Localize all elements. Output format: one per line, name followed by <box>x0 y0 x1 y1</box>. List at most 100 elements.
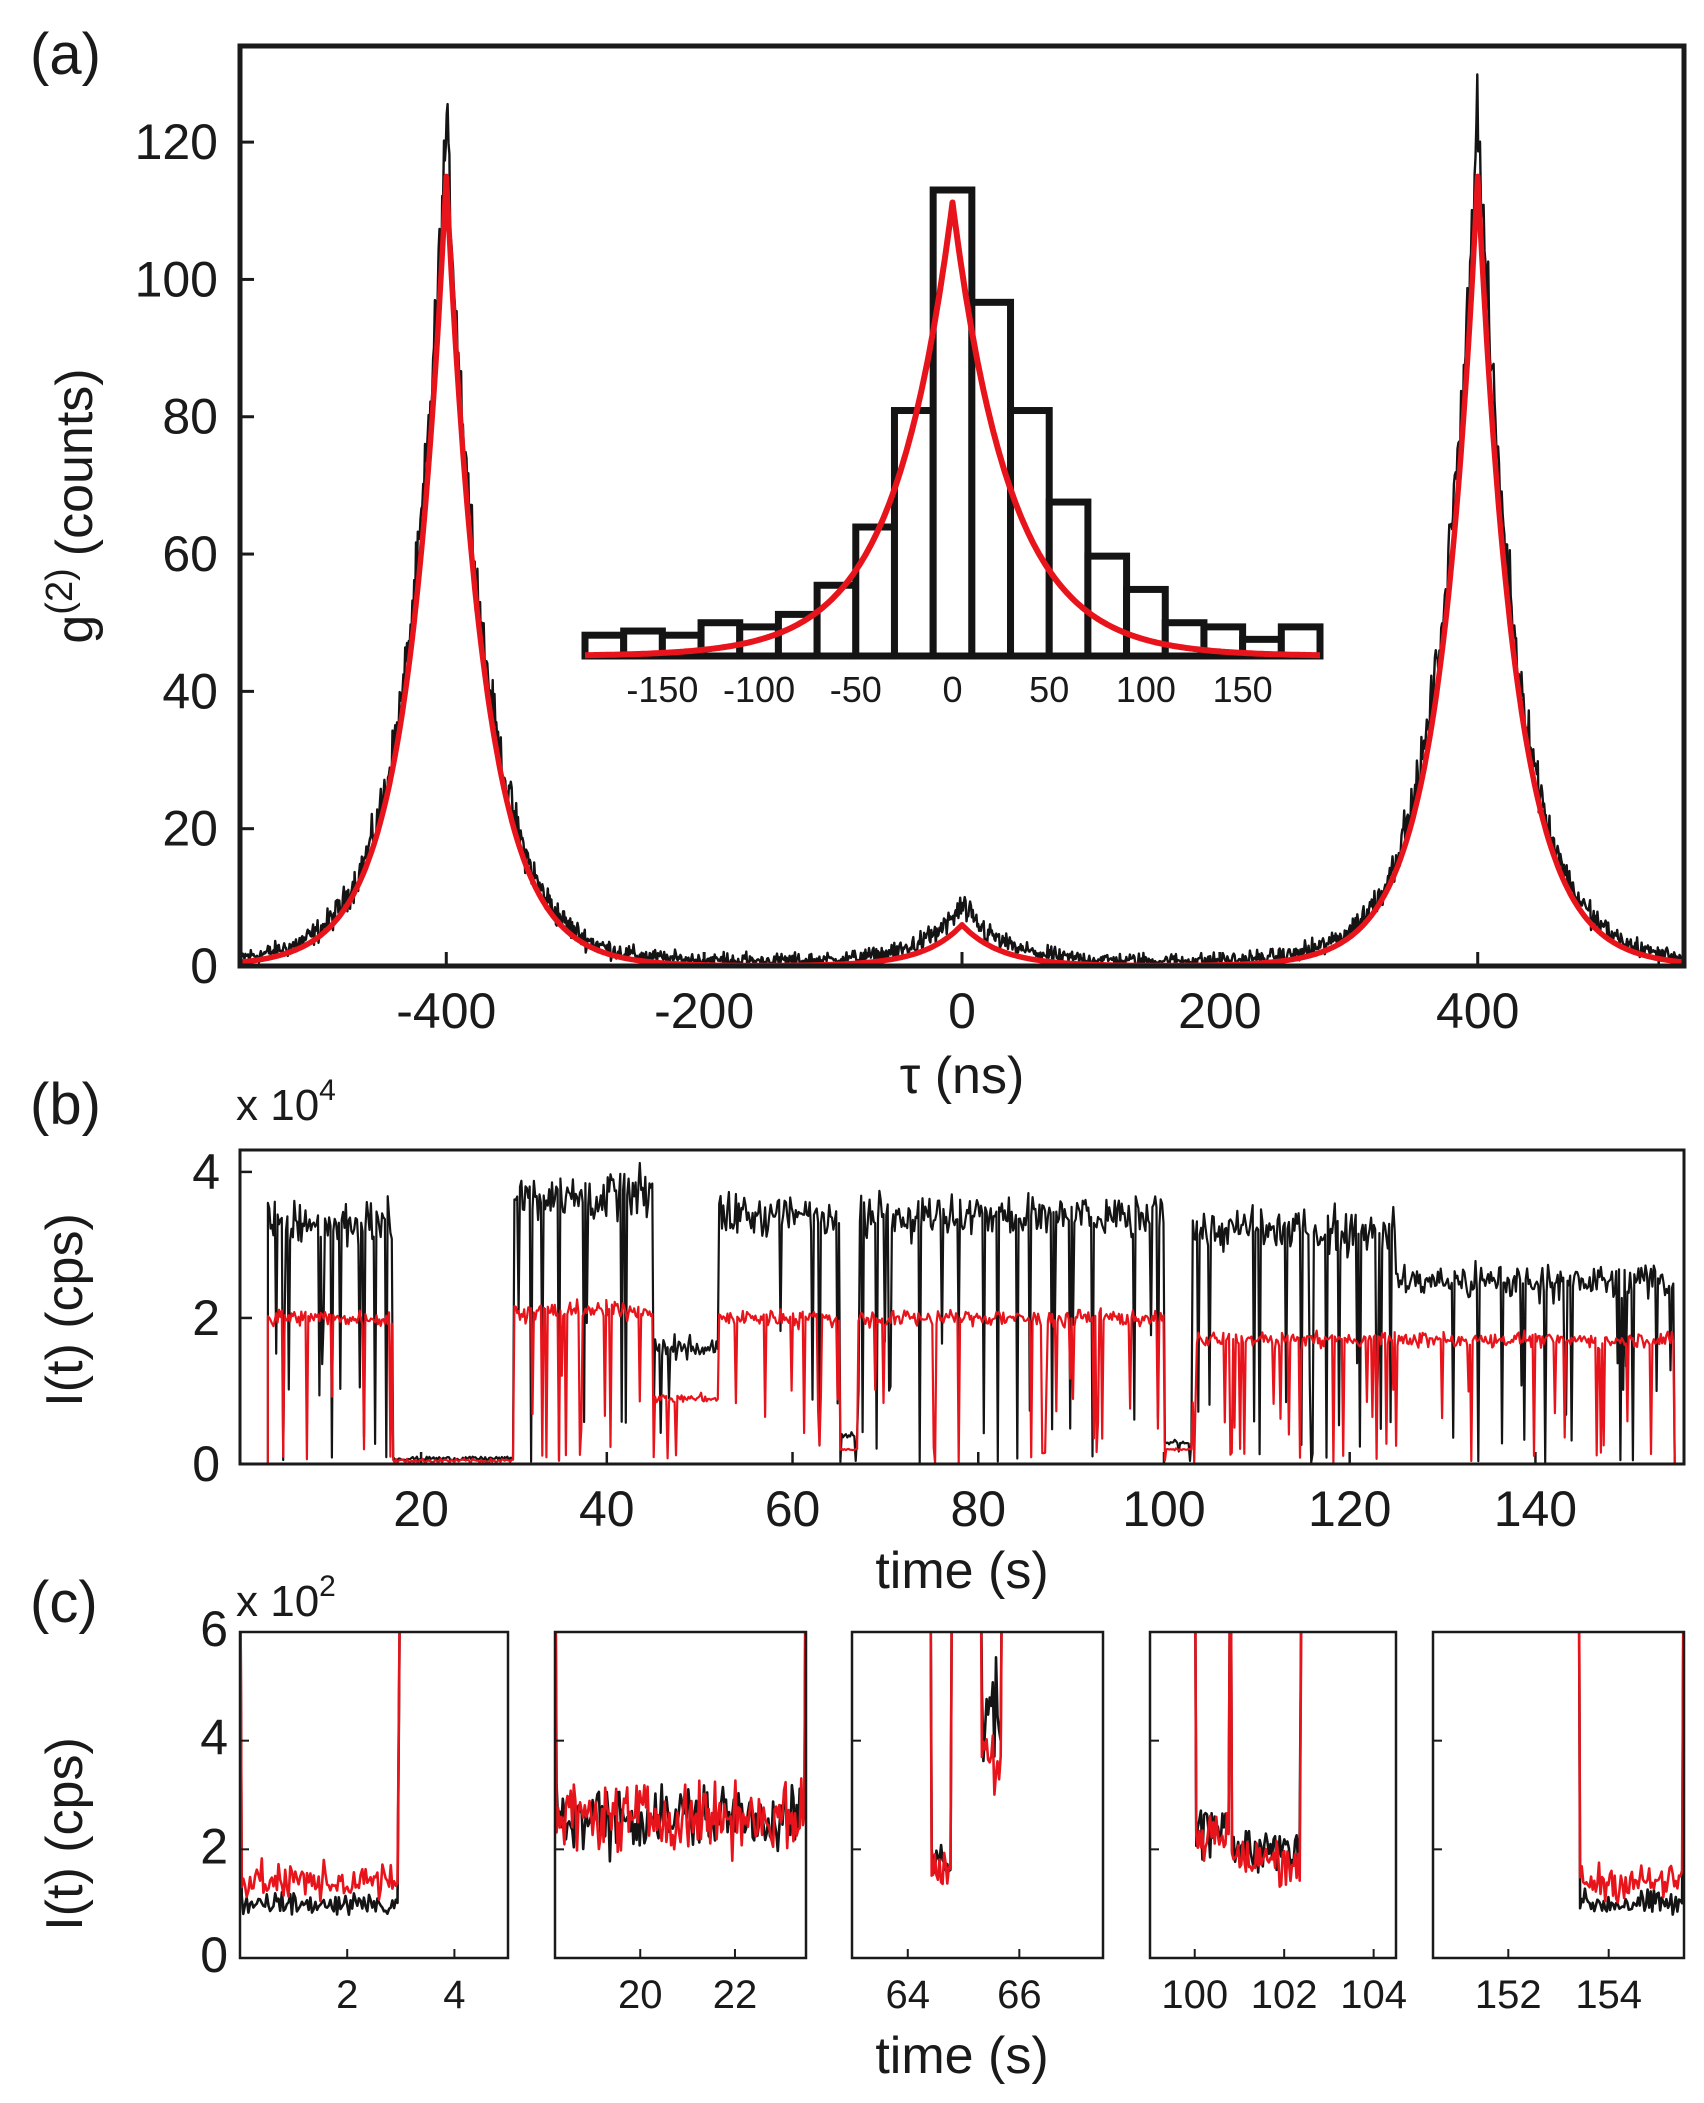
chart-c-black-line <box>1577 1632 1684 1916</box>
chart-c-xtick-label: 66 <box>997 1973 1042 2017</box>
chart-c-ytick-label: 0 <box>200 1927 228 1983</box>
chart-c-red-line <box>240 1632 401 1903</box>
chart-b-xtick-label: 20 <box>393 1481 449 1537</box>
chart-a: -400 -200 0 200 400 0 20 40 60 80 100 120 -150 -100-… <box>135 43 1687 1039</box>
chart-c-multiplier-exp: 2 <box>319 1570 336 1603</box>
chart-c-ylabel: I(t) (cps) <box>36 1737 94 1931</box>
inset-xtick-label: -50 <box>830 669 882 710</box>
chart-b-multiplier: x 104 <box>236 1074 336 1130</box>
chart-b-multiplier-base: x 10 <box>236 1081 319 1130</box>
panel-label-b: (b) <box>30 1072 101 1137</box>
chart-c-subplot: 64 66 <box>850 1630 1105 2017</box>
chart-c-frame <box>553 1630 808 1960</box>
chart-c-xtick-label: 154 <box>1575 1973 1642 2017</box>
chart-a-ytick-label: 100 <box>135 251 218 307</box>
chart-b-ytick-label: 4 <box>192 1144 220 1200</box>
panel-label-a: (a) <box>30 22 101 87</box>
chart-c-xtick-label: 100 <box>1161 1973 1228 2017</box>
chart-b-black-line <box>266 1161 1676 1465</box>
chart-c-frame <box>850 1630 1105 1960</box>
inset-xtick-label: 0 <box>942 669 962 710</box>
chart-a-xtick-label: 400 <box>1436 983 1519 1039</box>
inset-fit-line <box>583 199 1322 659</box>
chart-c-xtick-label: 64 <box>886 1973 931 2017</box>
chart-a-ylabel-sup: (2) <box>39 568 81 614</box>
inset-xtick-label: 150 <box>1213 669 1273 710</box>
chart-a-ytick-label: 60 <box>162 526 218 582</box>
chart-b-xtick-label: 40 <box>579 1481 635 1537</box>
chart-c-red-line <box>929 1632 953 1886</box>
chart-c-lines <box>1194 1632 1303 1888</box>
inset-bar <box>929 186 976 660</box>
chart-c-lines <box>929 1632 1003 1886</box>
inset-xtick-label: -100 <box>723 669 795 710</box>
inset-bar <box>890 407 937 660</box>
chart-c-frame <box>1148 1630 1398 1960</box>
chart-a-xlabel: τ (ns) <box>900 1047 1025 1105</box>
panel-label-c: (c) <box>30 1570 98 1635</box>
chart-b: 20 40 60 80 100 120 140 0 2 4 <box>192 1144 1686 1537</box>
chart-b-xtick-label: 100 <box>1122 1481 1205 1537</box>
chart-c-black-line <box>980 1632 1003 1763</box>
chart-a-xtick-label: 200 <box>1178 983 1261 1039</box>
chart-c-xtick-label: 2 <box>336 1973 358 2017</box>
chart-c-red-line <box>555 1632 806 1862</box>
chart-a-ylabel: g(2) (counts) <box>39 368 104 643</box>
chart-c-multiplier: x 102 <box>236 1570 336 1626</box>
chart-c-red-line <box>979 1632 1003 1796</box>
chart-c-subplot: 20 22 <box>553 1630 808 2017</box>
chart-a-ylabel-rest: (counts) <box>46 368 104 556</box>
chart-a-ylabel-main: g <box>46 615 104 644</box>
chart-a-ytick-label: 40 <box>162 663 218 719</box>
chart-a-frame <box>237 43 1687 969</box>
chart-c-xtick-label: 152 <box>1475 1973 1542 2017</box>
chart-a-xtick-label: 0 <box>948 983 976 1039</box>
chart-c-subplot: 100 102 104 <box>1148 1630 1407 2017</box>
inset-xtick-label: -150 <box>626 669 698 710</box>
chart-a-xtick-label: -400 <box>396 983 496 1039</box>
chart-b-ylabel: I(t) (cps) <box>36 1213 94 1407</box>
inset-xtick-label: 50 <box>1029 669 1069 710</box>
chart-b-xlabel: time (s) <box>875 1542 1048 1600</box>
chart-c-ytick-label: 6 <box>200 1601 228 1657</box>
chart-c-xtick-label: 102 <box>1251 1973 1318 2017</box>
chart-b-xtick-label: 140 <box>1494 1481 1577 1537</box>
chart-c-multiplier-base: x 10 <box>236 1577 319 1626</box>
chart-a-ytick-label: 80 <box>162 389 218 445</box>
chart-a-ytick-label: 20 <box>162 801 218 857</box>
chart-c-xtick-label: 20 <box>618 1973 663 2017</box>
chart-b-xtick-label: 60 <box>765 1481 821 1537</box>
chart-c-ytick-label: 4 <box>200 1710 228 1766</box>
chart-b-ticks: 20 40 60 80 100 120 140 0 2 4 <box>192 1144 1577 1537</box>
inset-bar <box>774 610 821 660</box>
inset-bar <box>1277 623 1324 660</box>
chart-c-lines <box>555 1632 806 1863</box>
chart-b-xtick-label: 80 <box>950 1481 1006 1537</box>
chart-a-ytick-label: 120 <box>135 114 218 170</box>
chart-c-black-line <box>555 1632 806 1863</box>
chart-c-black-line <box>240 1632 401 1916</box>
chart-c-red-line <box>1229 1632 1303 1888</box>
chart-b-xtick-label: 120 <box>1308 1481 1391 1537</box>
chart-a-ticks: -400 -200 0 200 400 0 20 40 60 80 100 120 <box>135 114 1520 1039</box>
chart-c-xlabel: time (s) <box>875 2027 1048 2085</box>
inset-bar <box>852 523 898 660</box>
chart-a-fit-line <box>238 173 1686 969</box>
chart-a-xtick-label: -200 <box>654 983 754 1039</box>
svg-text:g(2)(counts): g(2) (counts) <box>39 368 104 643</box>
chart-a-inset: -150 -100 -50 0 50 100 150 <box>581 186 1324 710</box>
chart-c-lines <box>1577 1632 1684 1916</box>
chart-c-subplot: 152 154 <box>1431 1630 1686 2017</box>
chart-a-series-red <box>238 173 1686 969</box>
inset-bar <box>1084 552 1131 660</box>
chart-c-xtick-label: 4 <box>443 1973 465 2017</box>
inset-xtick-label: 100 <box>1116 669 1176 710</box>
chart-b-ytick-label: 0 <box>192 1436 220 1492</box>
chart-b-red-line <box>266 1298 1676 1465</box>
chart-c-xtick-label: 104 <box>1340 1973 1407 2017</box>
chart-b-series <box>266 1161 1676 1465</box>
chart-c-lines <box>240 1632 401 1916</box>
